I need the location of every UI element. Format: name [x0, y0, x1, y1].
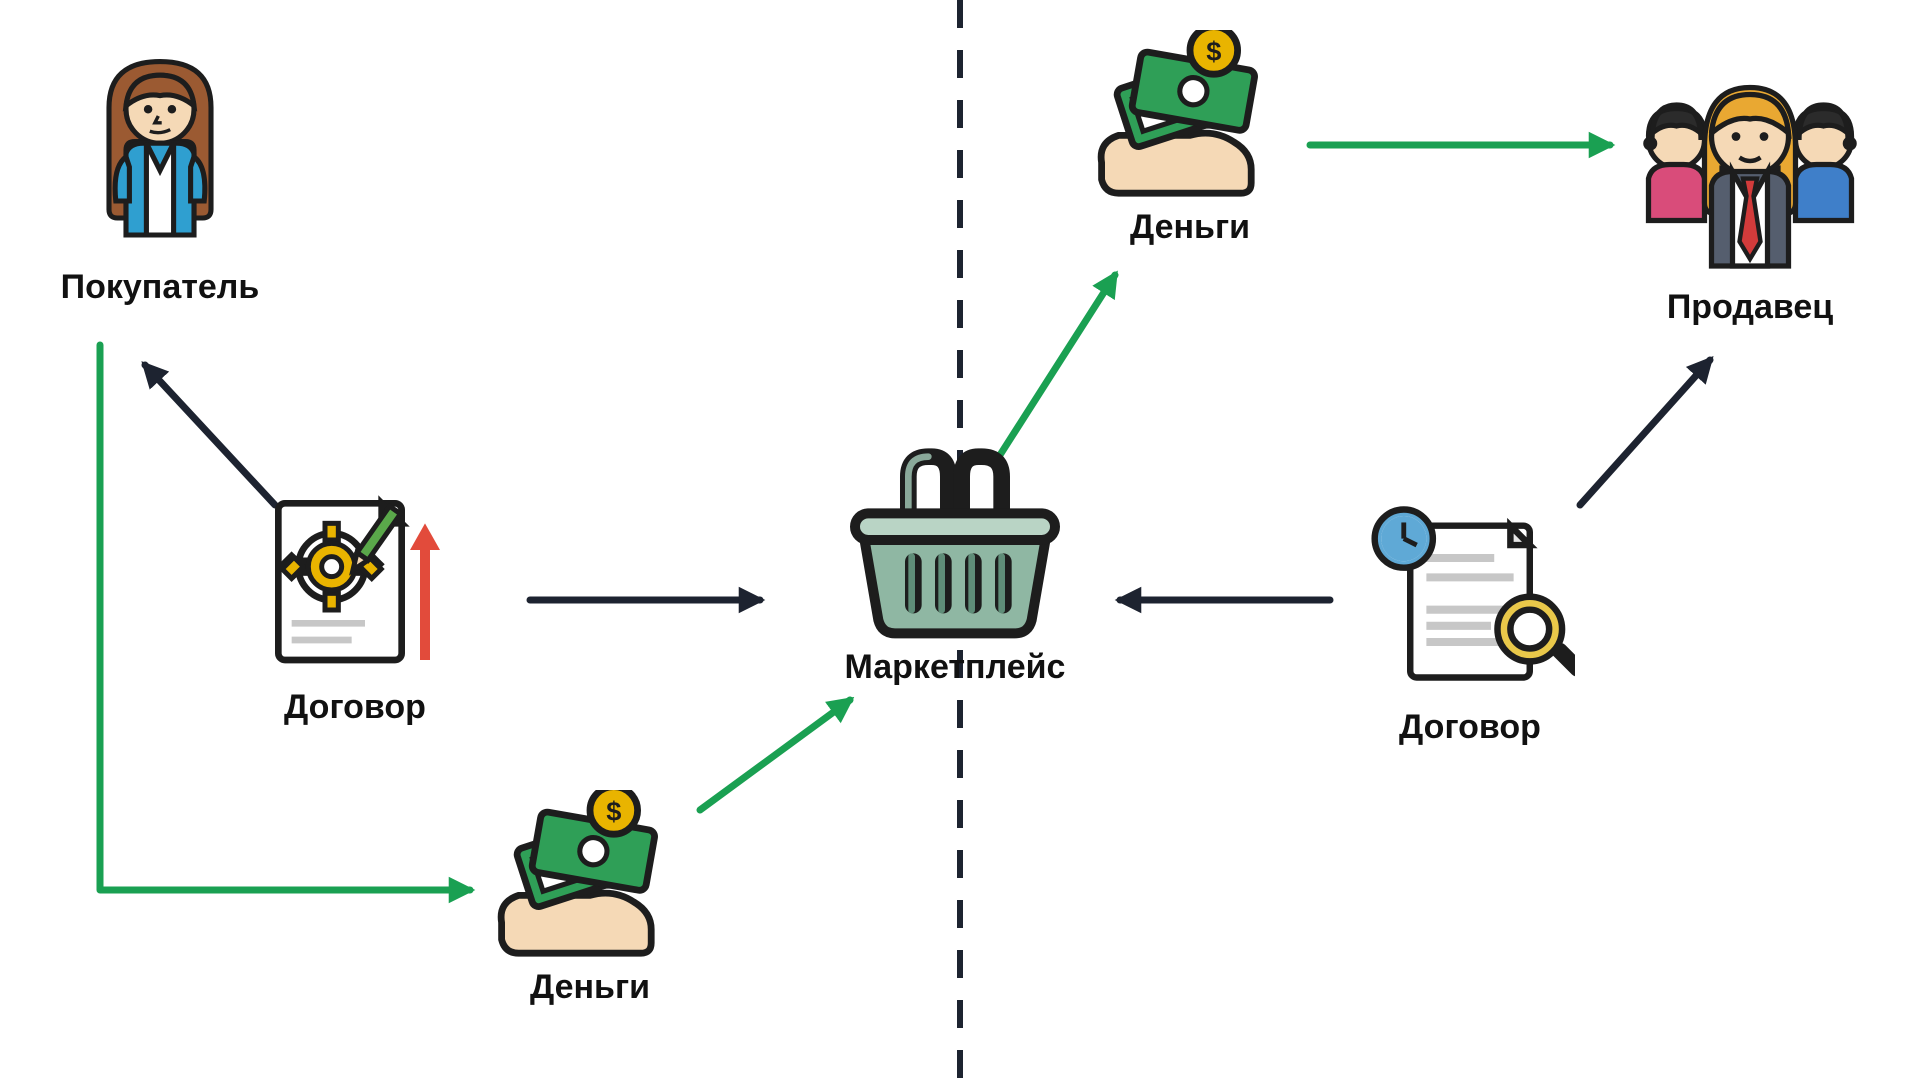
seller-team-icon [1625, 70, 1875, 280]
contract-left-label: Договор [284, 688, 426, 727]
buyer-label: Покупатель [61, 268, 260, 307]
node-contract-left: Договор [240, 480, 470, 727]
money-right-label: Деньги [1130, 208, 1250, 247]
contract-gear-icon [255, 480, 455, 680]
node-seller: Продавец [1620, 70, 1880, 327]
node-money-right: $ Деньги [1080, 30, 1300, 247]
svg-text:$: $ [606, 796, 621, 827]
arrow-marketplace-to-money-right [1000, 275, 1115, 455]
money-hand-icon: $ [1085, 30, 1295, 200]
node-contract-right: Договор [1350, 500, 1590, 747]
contract-search-icon [1365, 500, 1575, 700]
money-hand-icon: $ [485, 790, 695, 960]
marketplace-label: Маркетплейс [845, 648, 1066, 687]
arrow-contract-right-to-seller [1580, 360, 1710, 505]
seller-label: Продавец [1667, 288, 1833, 327]
buyer-icon [75, 40, 245, 260]
svg-text:$: $ [1206, 36, 1221, 67]
contract-right-label: Договор [1399, 708, 1541, 747]
node-buyer: Покупатель [50, 40, 270, 307]
node-marketplace: Маркетплейс [800, 440, 1110, 687]
money-left-label: Деньги [530, 968, 650, 1007]
shopping-basket-icon [835, 440, 1075, 640]
node-money-left: $ Деньги [480, 790, 700, 1007]
arrow-money-left-to-marketplace [700, 700, 850, 810]
marketplace-flow-diagram: Покупатель [0, 0, 1920, 1080]
